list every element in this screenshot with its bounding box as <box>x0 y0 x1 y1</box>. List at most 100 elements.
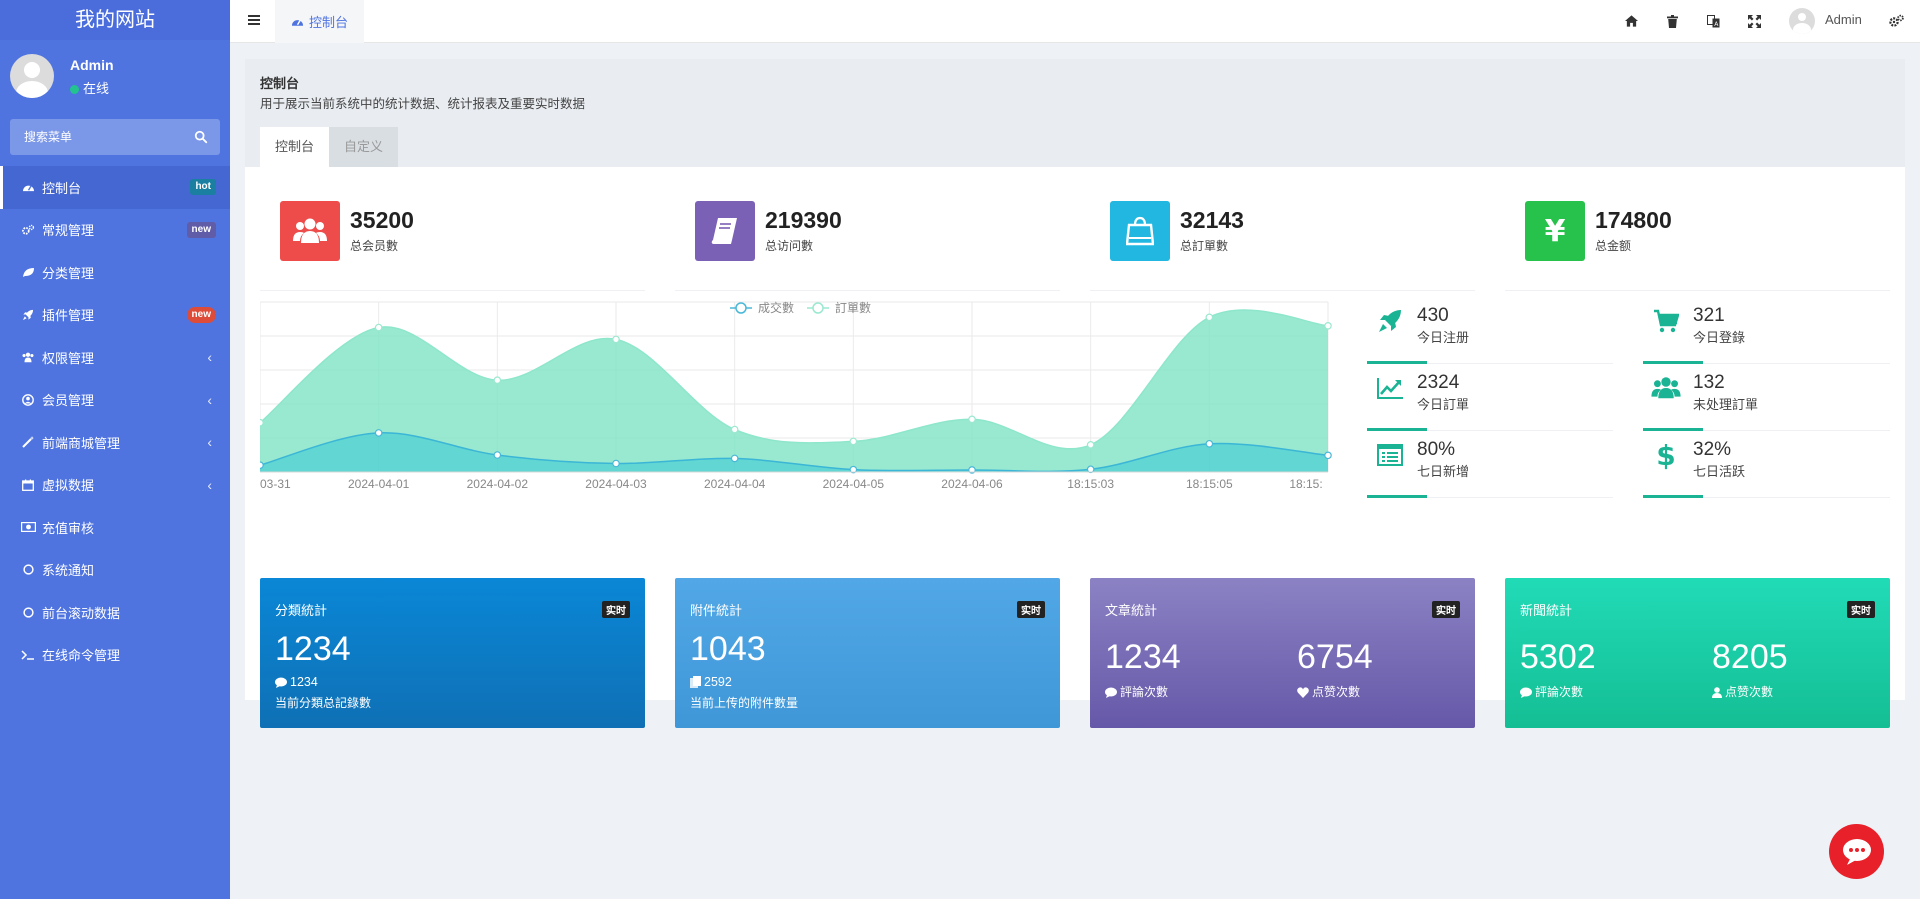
sidebar-item-11[interactable]: 在线命令管理 <box>0 634 230 677</box>
sidebar-item-9[interactable]: 系统通知 <box>0 549 230 592</box>
mini-stat-bar <box>1643 495 1703 498</box>
trash-icon[interactable] <box>1664 13 1680 29</box>
data-point[interactable] <box>730 425 739 434</box>
stat-label: 总访问數 <box>765 239 814 253</box>
legend-marker[interactable] <box>735 302 747 314</box>
list-alt-icon <box>1375 440 1405 470</box>
sidebar-item-label: 前端商城管理 <box>42 435 121 451</box>
mini-stat-label: 未处理訂單 <box>1693 397 1759 412</box>
sidebar-item-1[interactable]: 常规管理 new <box>0 209 230 252</box>
panel-title: 附件統計 <box>690 603 743 618</box>
user-status-label: 在线 <box>83 81 110 96</box>
data-point[interactable] <box>1086 441 1095 449</box>
sidebar-item-8[interactable]: 充值审核 <box>0 506 230 549</box>
files-icon <box>690 676 701 688</box>
chevron-left-icon[interactable]: ‹ <box>207 349 212 365</box>
chat-button[interactable] <box>1829 824 1884 879</box>
translate-icon[interactable]: A <box>1705 13 1721 29</box>
x-tick-label: 2024-04-02 <box>467 477 529 491</box>
data-point[interactable] <box>260 461 264 469</box>
menu-search-input[interactable] <box>10 119 180 155</box>
sidebar-item-label: 插件管理 <box>42 308 95 324</box>
data-point[interactable] <box>612 335 620 344</box>
yen-icon: ¥ <box>1525 201 1585 261</box>
x-tick-label: 2024-04-06 <box>941 477 1003 491</box>
data-point[interactable] <box>849 465 858 474</box>
sidebar-item-label: 分类管理 <box>42 265 95 281</box>
panel-title: 新聞統計 <box>1520 603 1573 618</box>
legend-label[interactable]: 成交數 <box>758 300 794 315</box>
rocket-icon <box>20 307 36 323</box>
tab-custom[interactable]: 自定义 <box>329 127 399 167</box>
data-point[interactable] <box>1205 439 1214 448</box>
data-point[interactable] <box>849 437 858 446</box>
home-icon[interactable] <box>1623 13 1639 29</box>
realtime-badge: 实时 <box>1847 601 1875 618</box>
sidebar-item-3[interactable]: 插件管理 new <box>0 294 230 337</box>
series-area-0 <box>260 432 1328 472</box>
site-brand[interactable]: 我的网站 <box>0 0 230 40</box>
user-menu-name[interactable]: Admin <box>1825 12 1862 27</box>
chevron-left-icon[interactable]: ‹ <box>207 391 212 408</box>
data-point[interactable] <box>1324 321 1332 330</box>
data-point[interactable] <box>968 415 976 424</box>
stat-card-members: 35200 总会员數 <box>260 201 645 291</box>
comment-icon <box>1105 687 1117 698</box>
menu-toggle-icon[interactable] <box>247 13 261 27</box>
search-icon[interactable] <box>194 130 208 144</box>
mini-stat-label: 七日活跃 <box>1693 464 1746 479</box>
data-point[interactable] <box>612 459 620 468</box>
chevron-left-icon[interactable]: ‹ <box>207 434 212 450</box>
sidebar-item-7[interactable]: 虚拟数据 ‹ <box>0 464 230 507</box>
menu-badge: new <box>186 306 216 323</box>
mini-stat-bar <box>1367 428 1427 431</box>
panel-col-comments: 5302 評論次數 <box>1520 638 1596 700</box>
data-point[interactable] <box>374 323 383 332</box>
cart-icon <box>1651 306 1681 336</box>
data-point[interactable] <box>374 429 383 437</box>
sidebar-item-5[interactable]: 会员管理 ‹ <box>0 379 230 422</box>
panel-col-likes: 6754 点赞次數 <box>1297 638 1373 700</box>
mini-stat-pending-orders: 132 未处理訂單 <box>1643 369 1890 431</box>
sidebar-item-2[interactable]: 分类管理 <box>0 251 230 294</box>
data-point[interactable] <box>1324 451 1332 460</box>
heart-icon <box>1297 687 1309 698</box>
data-point[interactable] <box>1205 313 1214 322</box>
panel-category-stats: 分類統計 实时 1234 1234 当前分類总記錄數 <box>260 578 645 728</box>
mini-stat-value: 132 <box>1693 372 1725 393</box>
sidebar-item-6[interactable]: 前端商城管理 ‹ <box>0 421 230 464</box>
data-point[interactable] <box>260 418 264 427</box>
data-point[interactable] <box>730 454 739 463</box>
tab-dashboard[interactable]: 控制台 <box>260 127 330 167</box>
panel-sub: 1234 <box>275 675 318 689</box>
data-point[interactable] <box>493 451 502 459</box>
stat-label: 总会员數 <box>350 239 399 253</box>
comment-icon <box>275 677 287 688</box>
main-content: 控制台 用于展示当前系统中的统计数据、统计报表及重要实时数据 控制台 自定义 3… <box>245 59 1905 728</box>
mini-stat-bar <box>1643 428 1703 431</box>
legend-marker[interactable] <box>812 302 824 314</box>
settings-cogs-icon[interactable] <box>1888 13 1904 29</box>
chevron-left-icon[interactable]: ‹ <box>207 476 212 493</box>
panel-col-likes: 8205 点赞次數 <box>1712 638 1788 700</box>
user-status: 在线 <box>70 78 109 97</box>
mini-stat-bar <box>1367 361 1427 364</box>
sidebar-item-4[interactable]: 权限管理 ‹ <box>0 336 230 379</box>
rocket-icon <box>1375 306 1405 336</box>
panel-value: 1043 <box>690 630 766 668</box>
panel-desc: 当前分類总記錄數 <box>275 696 372 710</box>
tab-console[interactable]: 控制台 <box>275 0 365 43</box>
mini-stat-week-new: 80% 七日新增 <box>1367 436 1613 498</box>
fullscreen-icon[interactable] <box>1746 13 1762 29</box>
x-tick-label: 18:15:05 <box>1186 477 1233 491</box>
user-avatar[interactable] <box>1789 8 1815 34</box>
sidebar-item-0[interactable]: 控制台 hot <box>0 166 230 209</box>
stat-label: 总訂單數 <box>1180 239 1229 253</box>
tab-console-label: 控制台 <box>309 15 349 30</box>
menu-search <box>10 119 220 155</box>
sidebar-item-10[interactable]: 前台滚动数据 <box>0 591 230 634</box>
mini-stat-today-login: 321 今日登錄 <box>1643 302 1890 364</box>
user-circle-icon <box>20 392 36 408</box>
data-point[interactable] <box>493 376 502 385</box>
legend-label[interactable]: 訂單數 <box>835 300 871 315</box>
